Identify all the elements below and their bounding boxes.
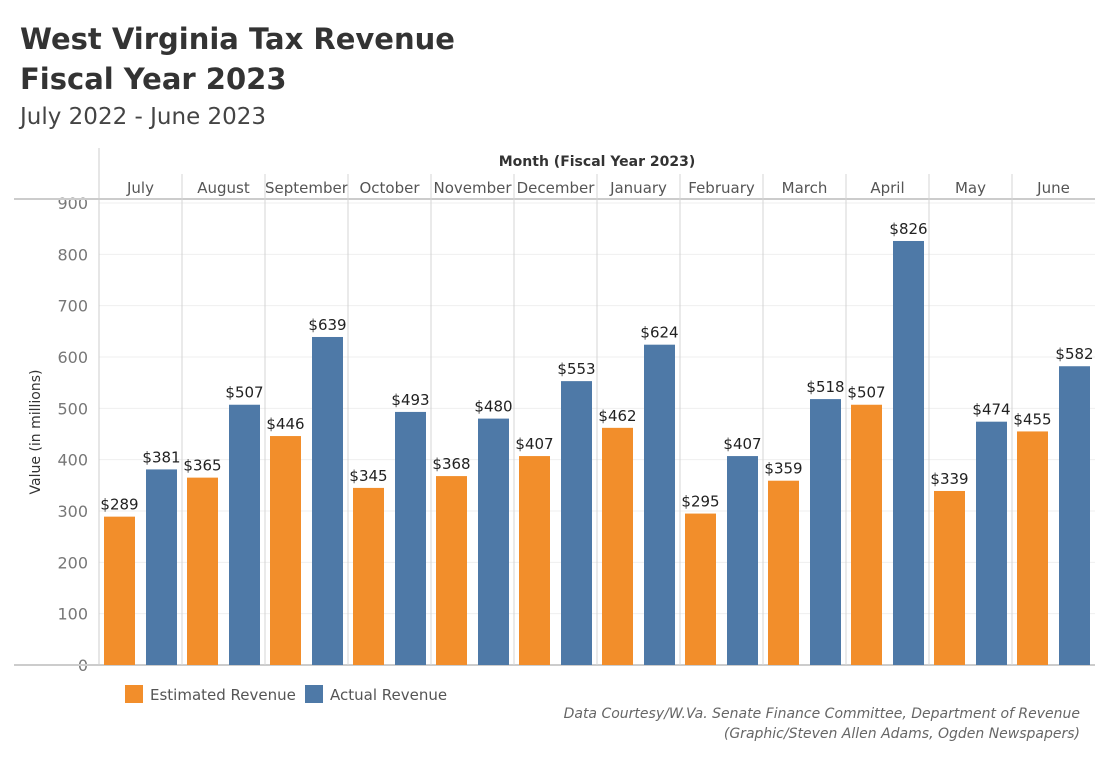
data-label: $582 bbox=[1055, 345, 1093, 363]
y-tick-label: 900 bbox=[57, 194, 88, 213]
bar-actual bbox=[893, 240, 924, 665]
bar-actual bbox=[478, 418, 509, 665]
data-label: $446 bbox=[266, 415, 304, 433]
data-label: $289 bbox=[100, 496, 138, 514]
y-tick-label: 100 bbox=[57, 605, 88, 624]
legend-swatch bbox=[125, 685, 143, 703]
chart-title-line2: Fiscal Year 2023 bbox=[20, 62, 287, 96]
bar-estimated bbox=[1017, 431, 1048, 665]
data-label: $474 bbox=[972, 401, 1010, 419]
bar-actual bbox=[810, 399, 841, 665]
data-label: $462 bbox=[598, 407, 636, 425]
bar-actual bbox=[644, 344, 675, 665]
month-label: August bbox=[197, 179, 250, 197]
bar-actual bbox=[1059, 366, 1090, 665]
source-note: Data Courtesy/W.Va. Senate Finance Commi… bbox=[563, 706, 1080, 722]
bar-estimated bbox=[934, 490, 965, 665]
data-label: $407 bbox=[723, 435, 761, 453]
month-label: November bbox=[433, 179, 512, 197]
month-label: March bbox=[782, 179, 828, 197]
data-label: $507 bbox=[225, 384, 263, 402]
data-label: $639 bbox=[308, 316, 346, 334]
bar-estimated bbox=[768, 480, 799, 665]
bar-estimated bbox=[353, 487, 384, 665]
bar-actual bbox=[229, 404, 260, 665]
bar-actual bbox=[727, 456, 758, 665]
month-label: June bbox=[1036, 179, 1070, 197]
x-axis-title: Month (Fiscal Year 2023) bbox=[499, 154, 696, 170]
y-tick-label: 400 bbox=[57, 451, 88, 470]
data-label: $624 bbox=[640, 324, 678, 342]
bar-actual bbox=[561, 381, 592, 665]
month-label: September bbox=[265, 179, 349, 197]
data-label: $339 bbox=[930, 470, 968, 488]
bar-actual bbox=[976, 421, 1007, 665]
legend-swatch bbox=[305, 685, 323, 703]
credit-note: (Graphic/Steven Allen Adams, Ogden Newsp… bbox=[723, 726, 1080, 742]
bar-actual bbox=[146, 469, 177, 665]
bar-estimated bbox=[685, 513, 716, 665]
data-label: $381 bbox=[142, 448, 180, 466]
data-label: $480 bbox=[474, 398, 512, 416]
y-tick-label: 700 bbox=[57, 297, 88, 316]
data-label: $826 bbox=[889, 220, 927, 238]
bar-estimated bbox=[519, 456, 550, 665]
bar-estimated bbox=[851, 404, 882, 665]
bar-actual bbox=[312, 336, 343, 665]
month-label: May bbox=[955, 179, 986, 197]
data-label: $507 bbox=[847, 384, 885, 402]
month-label: July bbox=[126, 179, 154, 197]
bar-estimated bbox=[187, 477, 218, 665]
legend-label: Actual Revenue bbox=[330, 686, 447, 704]
legend-label: Estimated Revenue bbox=[150, 686, 296, 704]
bar-estimated bbox=[436, 476, 467, 665]
chart-title: West Virginia Tax Revenue bbox=[20, 22, 455, 56]
bar-estimated bbox=[602, 427, 633, 665]
data-label: $295 bbox=[681, 493, 719, 511]
data-label: $518 bbox=[806, 378, 844, 396]
y-tick-label: 800 bbox=[57, 245, 88, 264]
month-label: April bbox=[870, 179, 904, 197]
bar-estimated bbox=[270, 436, 301, 665]
data-label: $368 bbox=[432, 455, 470, 473]
data-label: $455 bbox=[1013, 410, 1051, 428]
data-label: $345 bbox=[349, 467, 387, 485]
data-label: $407 bbox=[515, 435, 553, 453]
data-label: $493 bbox=[391, 391, 429, 409]
data-label: $553 bbox=[557, 360, 595, 378]
month-label: January bbox=[609, 179, 667, 197]
data-label: $359 bbox=[764, 460, 802, 478]
y-tick-label: 300 bbox=[57, 502, 88, 521]
data-label: $365 bbox=[183, 457, 221, 475]
month-label: October bbox=[359, 179, 420, 197]
month-label: February bbox=[688, 179, 755, 197]
chart-subtitle: July 2022 - June 2023 bbox=[20, 104, 267, 130]
y-tick-label: 200 bbox=[57, 553, 88, 572]
month-label: December bbox=[517, 179, 596, 197]
y-tick-label: 500 bbox=[57, 399, 88, 418]
y-axis-title: Value (in millions) bbox=[28, 370, 44, 495]
bar-estimated bbox=[104, 516, 135, 665]
y-tick-label: 600 bbox=[57, 348, 88, 367]
bar-actual bbox=[395, 411, 426, 665]
